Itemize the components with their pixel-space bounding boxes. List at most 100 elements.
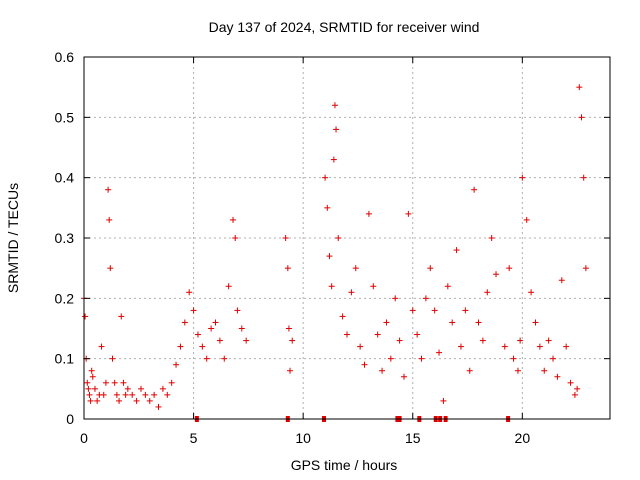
data-point	[335, 235, 342, 241]
data-point	[574, 385, 581, 392]
data-point	[519, 174, 526, 181]
x-tick-label: 15	[405, 430, 421, 446]
data-point	[501, 343, 508, 350]
y-axis-label: SRMTID / TECUs	[5, 183, 21, 293]
data-point	[177, 343, 184, 350]
x-tick-label: 5	[190, 430, 198, 446]
grid-lines	[84, 57, 610, 419]
data-point	[541, 367, 548, 374]
data-point	[98, 343, 105, 350]
y-tick-label: 0.6	[55, 49, 75, 65]
data-point	[113, 391, 120, 398]
data-point	[124, 385, 131, 392]
y-tick-label: 0.3	[55, 230, 75, 246]
data-point	[571, 391, 578, 398]
data-point	[387, 355, 394, 362]
data-point	[558, 277, 565, 284]
data-point	[333, 126, 340, 133]
data-point	[567, 379, 574, 386]
data-point	[328, 283, 335, 290]
data-point	[357, 343, 364, 350]
data-point	[326, 253, 333, 260]
data-point	[282, 235, 289, 241]
data-point	[116, 397, 123, 404]
data-point	[453, 247, 460, 254]
data-point	[414, 331, 421, 338]
data-point	[365, 210, 372, 217]
data-point	[107, 265, 114, 272]
data-point	[330, 156, 337, 163]
data-point	[284, 265, 291, 272]
data-point	[105, 186, 112, 193]
data-point	[409, 307, 416, 314]
data-point	[164, 391, 171, 398]
data-point	[545, 337, 552, 344]
data-point	[122, 391, 129, 398]
data-point	[449, 319, 456, 326]
data-point	[159, 385, 166, 392]
data-point	[199, 343, 206, 350]
y-tick-label: 0	[66, 411, 74, 427]
data-point	[479, 337, 486, 344]
data-point	[208, 325, 215, 332]
data-point	[493, 271, 500, 278]
data-point	[243, 337, 250, 344]
data-point	[422, 295, 429, 302]
data-point	[87, 397, 94, 404]
data-point	[194, 331, 201, 338]
data-point	[444, 283, 451, 290]
data-point	[370, 283, 377, 290]
data-point	[238, 325, 245, 332]
data-point	[523, 216, 530, 223]
data-point	[287, 367, 294, 374]
data-point	[488, 235, 495, 241]
data-point	[484, 289, 491, 296]
data-point	[436, 349, 443, 356]
data-point	[383, 319, 390, 326]
data-point	[129, 391, 136, 398]
data-point	[190, 307, 197, 314]
x-axis-label: GPS time / hours	[291, 457, 398, 473]
data-points	[81, 84, 589, 410]
data-point	[427, 265, 434, 272]
data-point	[106, 216, 113, 223]
data-point	[142, 391, 149, 398]
data-point	[234, 307, 241, 314]
data-point	[133, 397, 140, 404]
data-point	[146, 397, 153, 404]
plot-frame	[83, 56, 611, 420]
data-point	[396, 337, 403, 344]
data-point	[580, 174, 587, 181]
data-point	[528, 289, 535, 296]
data-point	[102, 379, 109, 386]
x-tick-label: 10	[295, 430, 311, 446]
data-point	[232, 235, 239, 241]
data-point	[84, 379, 91, 386]
data-point	[466, 367, 473, 374]
data-point	[510, 355, 517, 362]
data-point	[400, 373, 407, 380]
data-point	[109, 355, 116, 362]
data-point	[550, 355, 557, 362]
data-point	[554, 373, 561, 380]
data-point	[322, 174, 329, 181]
data-point	[225, 283, 232, 290]
data-point	[563, 343, 570, 350]
data-point	[374, 331, 381, 338]
data-point	[344, 331, 350, 338]
y-tick-label: 0.4	[55, 170, 75, 186]
data-point	[506, 265, 513, 272]
data-point	[475, 319, 482, 326]
data-point	[118, 313, 125, 320]
data-point	[431, 307, 438, 314]
data-point	[151, 391, 158, 398]
x-tick-label: 20	[515, 430, 531, 446]
data-point	[155, 403, 162, 410]
data-point	[168, 379, 175, 386]
data-point	[89, 373, 96, 380]
x-axis-ticks: 0 5 10 15 20	[80, 57, 530, 446]
data-point	[339, 313, 346, 320]
y-tick-label: 0.5	[55, 109, 75, 125]
data-point	[352, 265, 359, 272]
data-point	[186, 289, 193, 296]
